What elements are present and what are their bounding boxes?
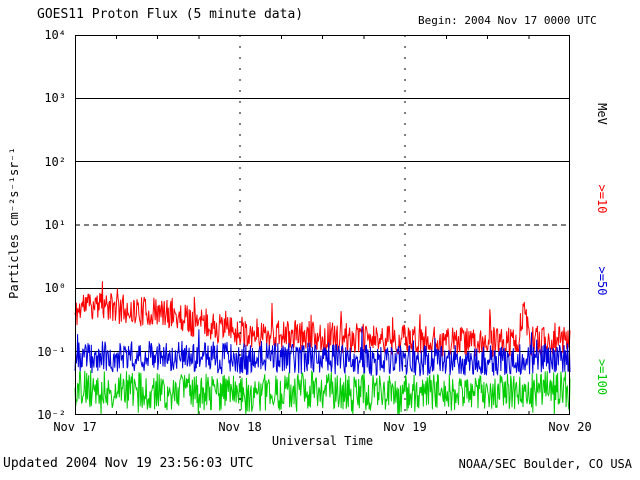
chart-title: GOES11 Proton Flux (5 minute data)	[37, 7, 304, 22]
y-tick-label-1e2: 10²	[44, 155, 66, 169]
legend-label-ge100: >=100	[595, 358, 609, 396]
legend-label-ge50: >=50	[595, 266, 609, 296]
y-tick-label-1e-1: 10⁻¹	[37, 345, 66, 359]
legend-label-ge10: >=10	[595, 184, 609, 214]
x-tick-label-nov20: Nov 20	[548, 420, 592, 434]
y-tick-label-1e4: 10⁴	[44, 28, 66, 42]
x-tick-label-nov19: Nov 19	[383, 420, 427, 434]
series-line--100-mev	[74, 369, 571, 416]
source-attribution: NOAA/SEC Boulder, CO USA	[458, 457, 632, 471]
updated-timestamp: Updated 2004 Nov 19 23:56:03 UTC	[3, 456, 254, 471]
x-axis-label: Universal Time	[271, 434, 374, 448]
y-tick-label-1e0: 10⁰	[44, 281, 66, 295]
series-line--50-mev	[74, 326, 571, 377]
begin-timestamp: Begin: 2004 Nov 17 0000 UTC	[418, 14, 597, 27]
plot-border	[75, 35, 570, 415]
x-tick-label-nov18: Nov 18	[218, 420, 262, 434]
series-line--10-mev	[74, 281, 571, 358]
y-tick-label-1e1: 10¹	[44, 218, 66, 232]
y-tick-label-1e-2: 10⁻²	[37, 408, 66, 422]
x-tick-label-nov17: Nov 17	[53, 420, 97, 434]
y-tick-label-1e3: 10³	[44, 91, 66, 105]
right-axis-title-mev: MeV	[595, 103, 609, 125]
